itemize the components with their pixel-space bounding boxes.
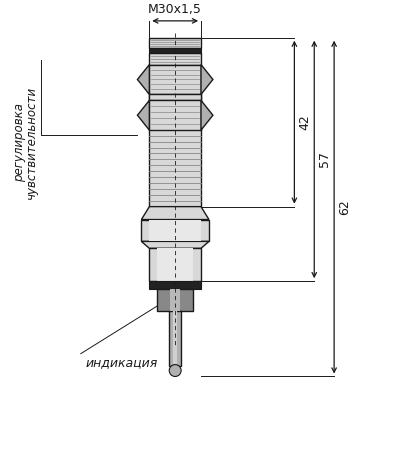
Bar xyxy=(150,248,201,281)
Bar xyxy=(157,248,193,281)
Polygon shape xyxy=(141,207,209,220)
Text: М30х1,5: М30х1,5 xyxy=(148,3,202,16)
Polygon shape xyxy=(137,65,150,94)
Text: 57: 57 xyxy=(318,152,331,167)
Circle shape xyxy=(169,364,181,377)
Text: 42: 42 xyxy=(298,114,312,130)
Bar xyxy=(150,220,201,241)
Text: регулировка: регулировка xyxy=(13,103,26,181)
Bar xyxy=(150,48,201,53)
Bar xyxy=(157,289,193,311)
Bar xyxy=(170,289,180,311)
Bar xyxy=(173,311,177,365)
Polygon shape xyxy=(141,241,209,248)
Bar xyxy=(150,94,201,100)
Bar xyxy=(150,65,201,94)
Bar xyxy=(169,311,181,365)
Bar xyxy=(150,100,201,130)
Bar xyxy=(150,281,201,289)
Polygon shape xyxy=(201,100,213,130)
Bar xyxy=(150,94,201,207)
Polygon shape xyxy=(137,100,150,130)
Text: 62: 62 xyxy=(338,199,351,215)
Text: индикация: индикация xyxy=(86,356,158,369)
Bar xyxy=(150,53,201,65)
Polygon shape xyxy=(201,65,213,94)
Text: чувствительности: чувствительности xyxy=(25,86,37,198)
Bar xyxy=(141,220,209,241)
Bar xyxy=(150,38,201,48)
